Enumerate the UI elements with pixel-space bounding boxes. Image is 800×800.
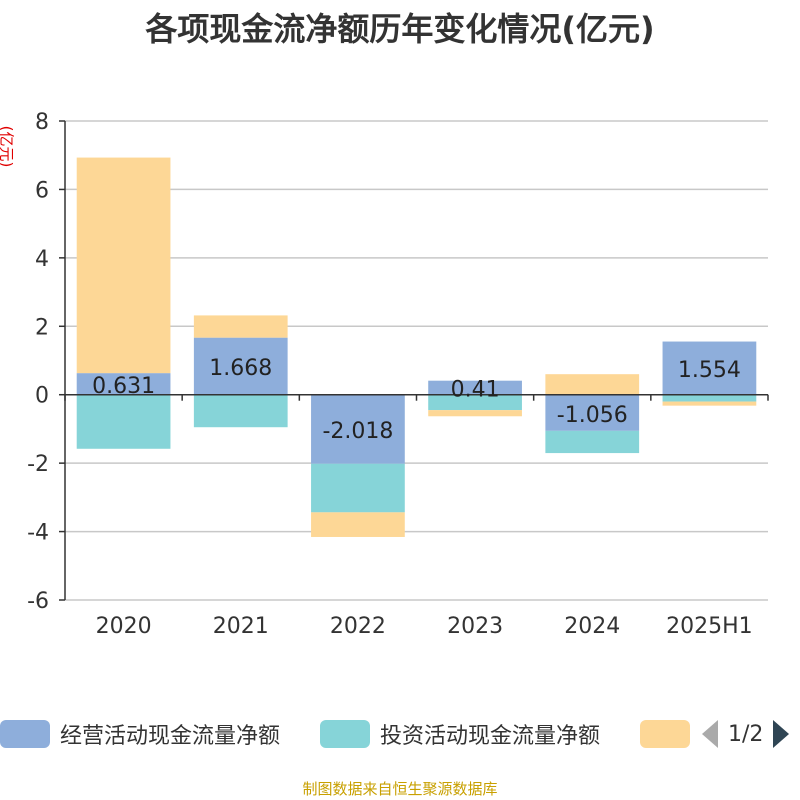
legend-next-icon[interactable] — [773, 720, 790, 748]
bar-series2-2023 — [428, 394, 522, 411]
legend-swatch-operating — [0, 720, 50, 748]
bar-series1-2020 — [76, 373, 171, 395]
bar-series2-2021 — [193, 394, 288, 428]
bar-series3-2021 — [193, 315, 288, 338]
x-tick-label: 2024 — [564, 614, 620, 639]
legend-prev-icon[interactable] — [702, 720, 718, 748]
legend-swatch-investing — [320, 720, 370, 748]
data-label: 1.554 — [678, 358, 741, 383]
bar-series1-2025H1 — [662, 341, 757, 395]
y-tick-label: 4 — [35, 247, 49, 272]
data-label: 0.631 — [92, 374, 155, 399]
bar-series3-2025H1 — [662, 401, 757, 406]
y-tick-label: -2 — [27, 452, 49, 477]
bar-series1-2023 — [428, 380, 522, 395]
y-tick-label: 2 — [35, 315, 49, 340]
chart-title: 各项现金流净额历年变化情况(亿元) — [145, 10, 655, 48]
bar-series3-2024 — [545, 374, 640, 395]
bar-series3-2020 — [76, 157, 171, 374]
x-tick-label: 2023 — [447, 614, 503, 639]
x-tick-label: 2020 — [96, 614, 152, 639]
bar-series2-2022 — [311, 463, 405, 513]
legend-item-investing[interactable]: 投资活动现金流量净额 — [320, 716, 600, 752]
x-tick-label: 2022 — [330, 614, 386, 639]
data-label: -2.018 — [322, 419, 393, 444]
bar-series2-2024 — [545, 430, 640, 454]
y-tick-label: -4 — [27, 521, 49, 546]
bar-series2-2025H1 — [662, 394, 757, 402]
source-footer: 制图数据来自恒生聚源数据库 — [302, 780, 498, 798]
bar-series1-2022 — [311, 394, 405, 464]
bar-series2-2020 — [76, 394, 171, 449]
bar-chart: -6 -4 -2 0 2 4 6 8 2020 2021 2022 2023 2024 2025H1 0.6… — [27, 110, 769, 639]
data-label: -1.056 — [557, 403, 628, 428]
data-label: 0.41 — [451, 378, 500, 403]
bar-series3-2023 — [428, 410, 522, 417]
bar-series1-2024 — [545, 394, 640, 431]
bar-series1-2021 — [193, 337, 288, 395]
legend: 经营活动现金流量净额 投资活动现金流量净额 1/2 — [0, 716, 800, 756]
legend-item-operating[interactable]: 经营活动现金流量净额 — [0, 716, 280, 752]
legend-label-operating: 经营活动现金流量净额 — [60, 724, 281, 749]
y-tick-label: 0 — [35, 384, 49, 409]
data-label: 1.668 — [209, 356, 272, 381]
legend-item-third[interactable] — [640, 716, 690, 752]
legend-page-indicator: 1/2 — [728, 721, 764, 747]
bar-series3-2022 — [311, 512, 405, 537]
legend-pager: 1/2 — [702, 718, 790, 750]
y-tick-label: 6 — [35, 178, 49, 203]
legend-swatch-third — [640, 720, 690, 748]
y-tick-label: -6 — [27, 589, 49, 614]
x-tick-label: 2021 — [213, 614, 269, 639]
y-tick-label: 8 — [35, 110, 49, 135]
legend-label-investing: 投资活动现金流量净额 — [380, 724, 601, 749]
x-tick-label: 2025H1 — [666, 614, 753, 639]
